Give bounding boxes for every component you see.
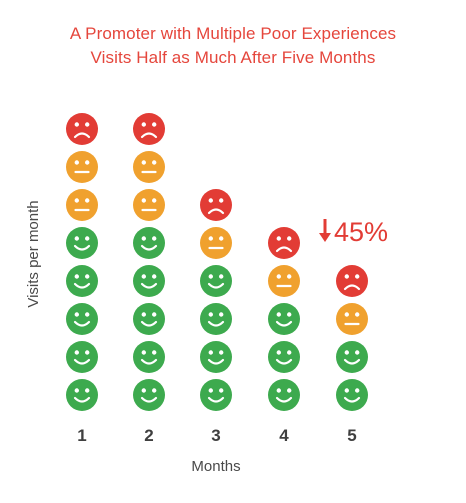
neutral-face-icon xyxy=(200,227,232,259)
x-tick-label: 2 xyxy=(144,426,153,445)
neutral-face-icon xyxy=(133,189,165,221)
happy-face-icon xyxy=(66,341,98,373)
x-axis-label: Months xyxy=(191,458,240,475)
happy-face-icon xyxy=(200,265,232,297)
sad-face-icon xyxy=(66,113,98,145)
x-tick-label: 5 xyxy=(347,426,356,445)
happy-face-icon xyxy=(336,341,368,373)
happy-face-icon xyxy=(268,379,300,411)
happy-face-icon xyxy=(133,303,165,335)
neutral-face-icon xyxy=(268,265,300,297)
happy-face-icon xyxy=(66,303,98,335)
happy-face-icon xyxy=(268,341,300,373)
happy-face-icon xyxy=(133,227,165,259)
happy-face-icon xyxy=(200,379,232,411)
sad-face-icon xyxy=(268,227,300,259)
down-arrow-icon xyxy=(319,219,331,242)
neutral-face-icon xyxy=(66,189,98,221)
neutral-face-icon xyxy=(133,151,165,183)
happy-face-icon xyxy=(200,303,232,335)
x-tick-label: 3 xyxy=(211,426,220,445)
x-tick-label: 1 xyxy=(77,426,86,445)
happy-face-icon xyxy=(133,265,165,297)
happy-face-icon xyxy=(268,303,300,335)
happy-face-icon xyxy=(66,227,98,259)
sad-face-icon xyxy=(200,189,232,221)
chart-title-line-2: Visits Half as Much After Five Months xyxy=(90,48,376,67)
happy-face-icon xyxy=(336,379,368,411)
sad-face-icon xyxy=(336,265,368,297)
neutral-face-icon xyxy=(66,151,98,183)
happy-face-icon xyxy=(133,341,165,373)
happy-face-icon xyxy=(200,341,232,373)
x-tick-label: 4 xyxy=(279,426,289,445)
happy-face-icon xyxy=(133,379,165,411)
neutral-face-icon xyxy=(336,303,368,335)
sad-face-icon xyxy=(133,113,165,145)
percent-change-annotation: 45% xyxy=(334,217,388,247)
happy-face-icon xyxy=(66,265,98,297)
happy-face-icon xyxy=(66,379,98,411)
y-axis-label: Visits per month xyxy=(25,200,42,307)
chart-title-line-1: A Promoter with Multiple Poor Experience… xyxy=(69,24,397,43)
